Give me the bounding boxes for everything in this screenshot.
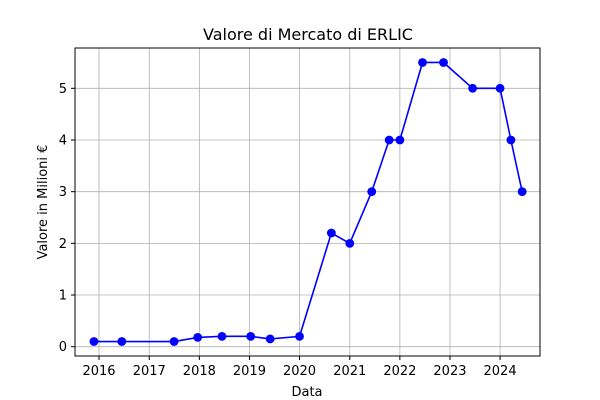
data-point [384,135,394,145]
y-tick-label: 5 [59,82,67,97]
grid [75,48,540,356]
data-point [418,58,427,67]
y-tick-label: 4 [59,133,67,148]
y-tick-label: 3 [59,185,67,200]
y-tick-label: 0 [59,340,67,355]
data-point [117,337,127,346]
data-point [295,331,304,341]
y-axis-ticks: 0 1 2 3 4 5 [59,82,75,355]
data-point [89,337,99,346]
data-point [506,135,516,145]
data-point [495,83,505,93]
x-tick-label: 2024 [484,364,517,379]
y-axis-label: Valore in Milioni € [36,145,51,260]
data-point [326,228,336,238]
data-point [517,187,527,197]
y-tick-label: 2 [59,237,67,252]
y-tick-label: 1 [59,289,67,304]
x-tick-label: 2017 [133,364,166,379]
data-point [265,334,275,344]
x-tick-label: 2018 [183,364,216,379]
x-tick-label: 2021 [333,364,366,379]
data-point [217,331,227,341]
data-point [246,331,256,341]
series-market-value [89,58,527,346]
x-tick-label: 2020 [283,364,316,379]
data-point [345,238,355,248]
x-tick-label: 2022 [383,364,416,379]
x-axis-ticks: 2016 2017 2018 2019 2020 2021 2022 2023 2024 [82,356,517,379]
data-point [169,337,179,346]
plot-frame [74,47,541,357]
data-point [468,83,478,93]
x-tick-label: 2023 [433,364,466,379]
x-tick-label: 2019 [233,364,266,379]
data-point [193,332,203,342]
chart-title: Valore di Mercato di ERLIC [203,25,413,44]
data-point [439,58,448,67]
x-axis-label: Data [291,385,322,400]
data-point [395,135,405,145]
x-tick-label: 2016 [82,364,115,379]
series-line [93,61,523,343]
data-point [367,187,377,197]
